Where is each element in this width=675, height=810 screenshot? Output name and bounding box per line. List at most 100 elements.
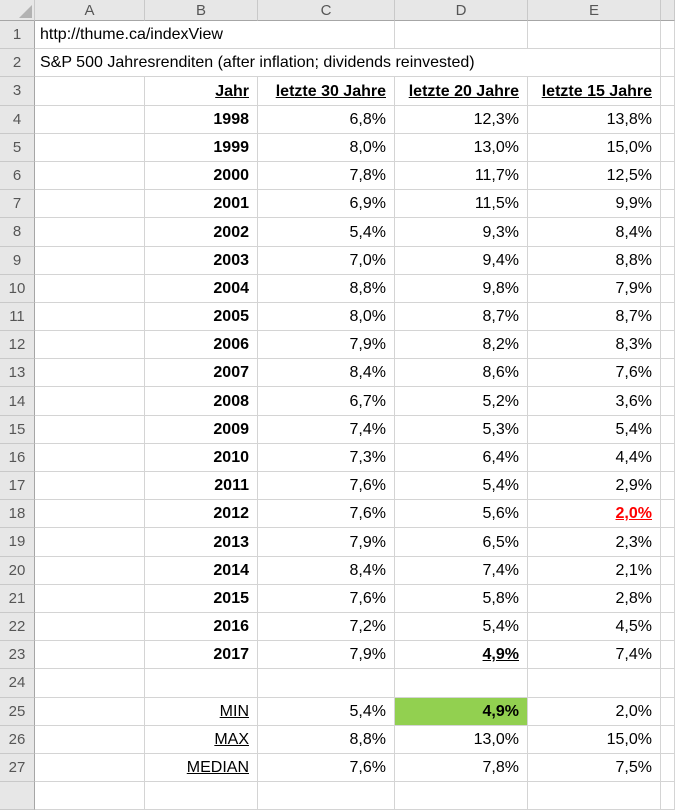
cell-E15[interactable]: 5,4% [528,415,661,444]
cell-A14[interactable] [35,387,145,416]
cell-A22[interactable] [35,612,145,642]
cell-C5[interactable]: 8,0% [258,133,395,162]
cell-C25[interactable]: 5,4% [258,697,395,726]
cell-F13[interactable] [661,359,675,388]
row-header-7[interactable]: 7 [0,190,35,219]
column-header-d[interactable]: D [395,0,528,21]
cell-F4[interactable] [661,105,675,134]
cell-D27[interactable]: 7,8% [395,753,528,783]
cell-F18[interactable] [661,500,675,529]
row-header-20[interactable]: 20 [0,556,35,585]
row-header-12[interactable]: 12 [0,331,35,360]
cell-F10[interactable] [661,274,675,303]
cell-B7[interactable]: 2001 [145,190,258,219]
cell-D26[interactable]: 13,0% [395,725,528,754]
cell-C20[interactable]: 8,4% [258,556,395,585]
cell-D28[interactable] [395,782,528,810]
cell-B16[interactable]: 2010 [145,443,258,472]
cell-A6[interactable] [35,161,145,191]
cell-A23[interactable] [35,641,145,670]
cell-F23[interactable] [661,641,675,670]
cell-B20[interactable]: 2014 [145,556,258,585]
cell-D7[interactable]: 11,5% [395,190,528,219]
cell-F11[interactable] [661,302,675,332]
cell-B6[interactable]: 2000 [145,161,258,191]
row-header-18[interactable]: 18 [0,500,35,529]
cell-A27[interactable] [35,753,145,783]
row-header-8[interactable]: 8 [0,218,35,247]
cell-C23[interactable]: 7,9% [258,641,395,670]
cell-F8[interactable] [661,218,675,247]
cell-D6[interactable]: 11,7% [395,161,528,191]
cell-B11[interactable]: 2005 [145,302,258,332]
cell-C11[interactable]: 8,0% [258,302,395,332]
cell-B25[interactable]: MIN [145,697,258,726]
row-header-28[interactable] [0,782,35,810]
row-header-19[interactable]: 19 [0,528,35,557]
cell-B12[interactable]: 2006 [145,331,258,360]
cell-E24[interactable] [528,669,661,698]
cell-B4[interactable]: 1998 [145,105,258,134]
column-header-e[interactable]: E [528,0,661,21]
cell-F3[interactable] [661,77,675,106]
cell-D24[interactable] [395,669,528,698]
cell-F17[interactable] [661,472,675,501]
row-header-1[interactable]: 1 [0,21,35,50]
cell-A20[interactable] [35,556,145,585]
cell-D25[interactable]: 4,9% [395,697,528,726]
row-header-17[interactable]: 17 [0,472,35,501]
cell-E3[interactable]: letzte 15 Jahre [528,77,661,106]
cell-B14[interactable]: 2008 [145,387,258,416]
cell-B9[interactable]: 2003 [145,246,258,275]
cell-A8[interactable] [35,218,145,247]
row-header-22[interactable]: 22 [0,612,35,642]
cell-E27[interactable]: 7,5% [528,753,661,783]
cell-A4[interactable] [35,105,145,134]
cell-B13[interactable]: 2007 [145,359,258,388]
cell-E5[interactable]: 15,0% [528,133,661,162]
cell-C26[interactable]: 8,8% [258,725,395,754]
cell-B21[interactable]: 2015 [145,584,258,613]
row-header-21[interactable]: 21 [0,584,35,613]
cell-A17[interactable] [35,472,145,501]
cell-A24[interactable] [35,669,145,698]
cell-C28[interactable] [258,782,395,810]
cell-F20[interactable] [661,556,675,585]
cell-E17[interactable]: 2,9% [528,472,661,501]
cell-F7[interactable] [661,190,675,219]
cell-F5[interactable] [661,133,675,162]
row-header-9[interactable]: 9 [0,246,35,275]
cell-C15[interactable]: 7,4% [258,415,395,444]
row-header-23[interactable]: 23 [0,641,35,670]
cell-F12[interactable] [661,331,675,360]
cell-C16[interactable]: 7,3% [258,443,395,472]
cell-A7[interactable] [35,190,145,219]
cell-A28[interactable] [35,782,145,810]
cell-A16[interactable] [35,443,145,472]
cell-E1[interactable] [528,21,661,50]
cell-D20[interactable]: 7,4% [395,556,528,585]
cell-D12[interactable]: 8,2% [395,331,528,360]
cell-D21[interactable]: 5,8% [395,584,528,613]
cell-E6[interactable]: 12,5% [528,161,661,191]
cell-F28[interactable] [661,782,675,810]
cell-A21[interactable] [35,584,145,613]
cell-A5[interactable] [35,133,145,162]
cell-F27[interactable] [661,753,675,783]
cell-E13[interactable]: 7,6% [528,359,661,388]
row-header-25[interactable]: 25 [0,697,35,726]
cell-D14[interactable]: 5,2% [395,387,528,416]
cell-F22[interactable] [661,612,675,642]
cell-D13[interactable]: 8,6% [395,359,528,388]
cell-B27[interactable]: MEDIAN [145,753,258,783]
cell-B10[interactable]: 2004 [145,274,258,303]
cell-B8[interactable]: 2002 [145,218,258,247]
row-header-14[interactable]: 14 [0,387,35,416]
cell-F19[interactable] [661,528,675,557]
cell-E4[interactable]: 13,8% [528,105,661,134]
row-header-13[interactable]: 13 [0,359,35,388]
column-header-b[interactable]: B [145,0,258,21]
cell-E20[interactable]: 2,1% [528,556,661,585]
cell-D16[interactable]: 6,4% [395,443,528,472]
cell-C18[interactable]: 7,6% [258,500,395,529]
